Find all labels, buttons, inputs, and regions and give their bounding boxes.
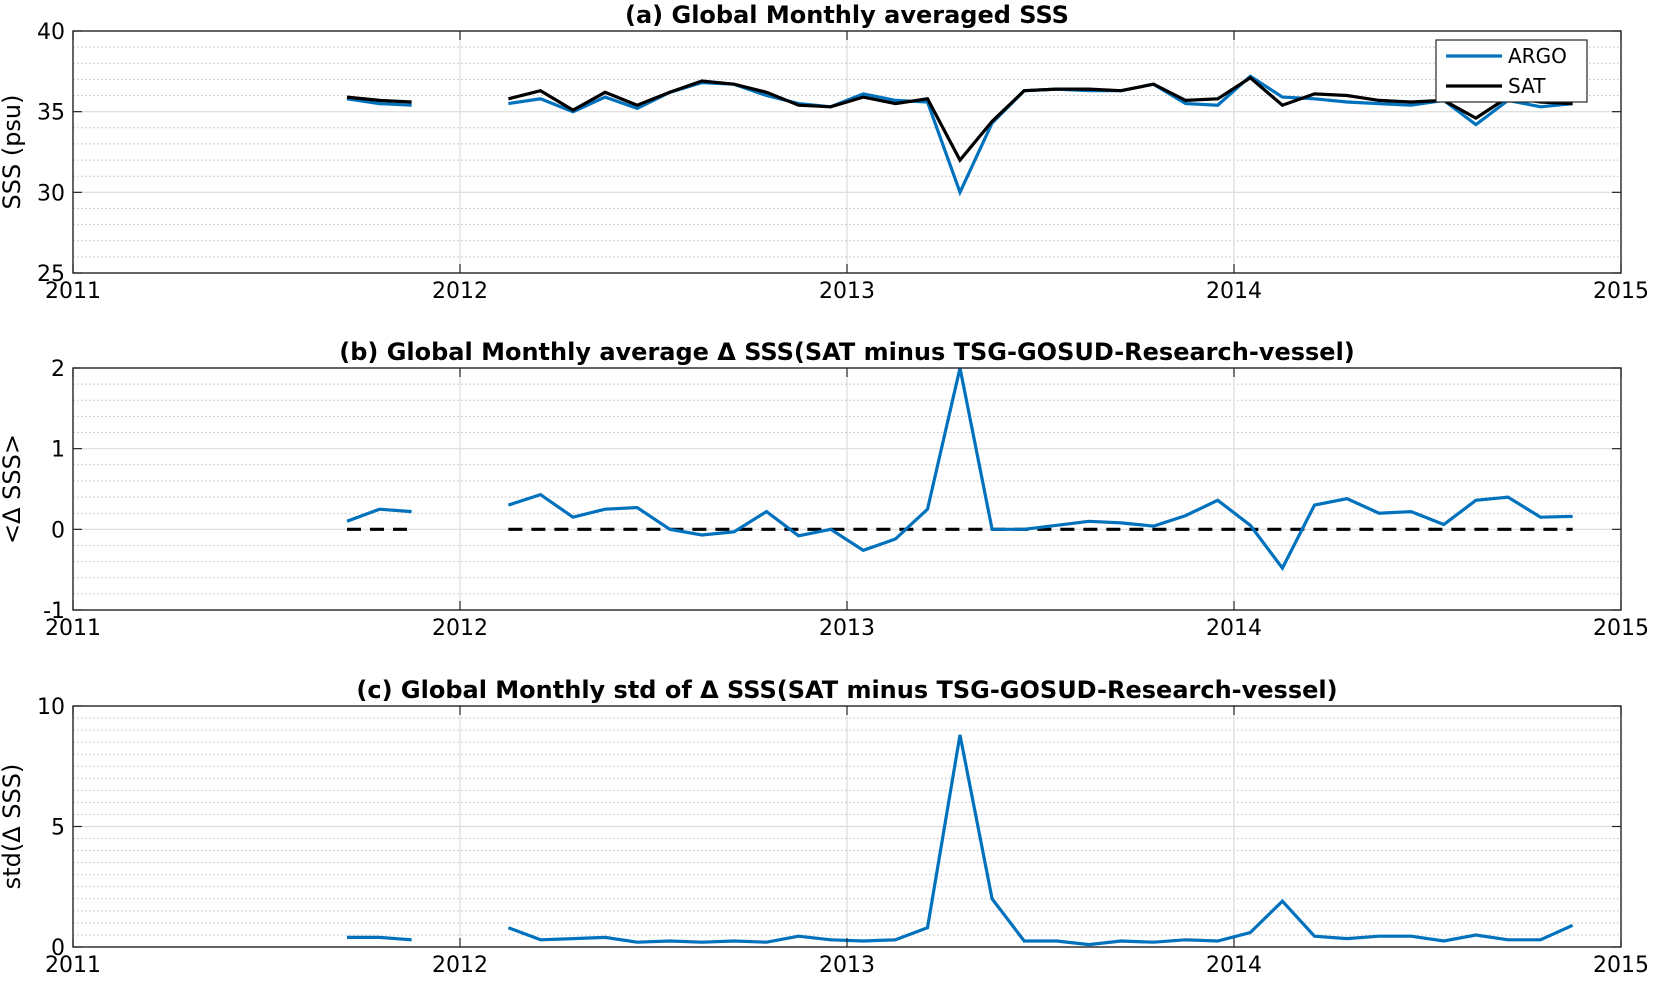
panel-a: 2011 2012 2013 2014 2015 25 30 35 40 (a) Global M… — [0, 1, 1649, 304]
delta-sss-series-line — [346, 367, 1573, 572]
major-grid — [72, 30, 1622, 274]
x-tick-label: 2012 — [432, 953, 488, 978]
y-tick-label: 1 — [51, 438, 65, 463]
x-tick-label: 2013 — [819, 616, 875, 641]
major-grid — [72, 367, 1622, 611]
y-tick-label: 5 — [51, 816, 65, 841]
x-tick-label: 2015 — [1593, 616, 1649, 641]
delta-sss-series-line — [347, 734, 1574, 947]
y-tick-label: 35 — [37, 101, 65, 126]
y-tick-label: 0 — [51, 936, 65, 961]
y-axis-label: std(Δ SSS) — [0, 764, 26, 890]
y-axis-label: SSS (psu) — [0, 94, 26, 209]
y-tick-label: 10 — [37, 695, 65, 720]
x-tick-label: 2015 — [1593, 279, 1649, 304]
sat-series-line — [346, 75, 1573, 163]
x-tick-label: 2013 — [819, 279, 875, 304]
legend-box — [1435, 39, 1588, 103]
y-axis-label: <Δ SSS> — [0, 434, 26, 544]
y-tick-label: 40 — [37, 20, 65, 45]
x-tick-label: 2011 — [45, 279, 101, 304]
panel-title: (c) Global Monthly std of Δ SSS(SAT minu… — [356, 676, 1337, 704]
x-tick-label: 2014 — [1206, 616, 1262, 641]
y-tick-label: 0 — [51, 518, 65, 543]
panel-b: 2011 2012 2013 2014 2015 -1 0 1 2 (b) Global Mont… — [0, 338, 1649, 641]
panel-title: (b) Global Monthly average Δ SSS(SAT min… — [339, 338, 1355, 366]
x-tick-label: 2013 — [819, 953, 875, 978]
legend: ARGO SAT — [1435, 39, 1588, 103]
x-tick-label: 2012 — [432, 616, 488, 641]
x-tick-label: 2011 — [45, 616, 101, 641]
x-tick-label: 2015 — [1593, 953, 1649, 978]
x-tick-label: 2014 — [1206, 953, 1262, 978]
y-tick-label: 30 — [37, 181, 65, 206]
y-tick-label: 2 — [51, 357, 65, 382]
x-tick-label: 2012 — [432, 279, 488, 304]
x-tick-label: 2011 — [45, 953, 101, 978]
y-tick-label: 25 — [37, 262, 65, 287]
x-tick-label: 2014 — [1206, 279, 1262, 304]
legend-label: SAT — [1508, 74, 1546, 98]
legend-label: ARGO — [1508, 44, 1567, 68]
panel-title: (a) Global Monthly averaged SSS — [625, 1, 1069, 29]
y-tick-label: -1 — [43, 599, 65, 624]
panel-c: 2011 2012 2013 2014 2015 0 5 10 (c) Global Month… — [0, 676, 1649, 978]
